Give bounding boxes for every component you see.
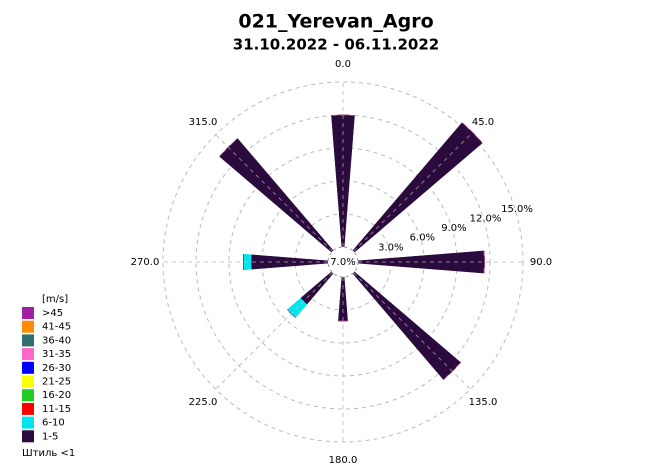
- legend-swatch: [22, 389, 34, 402]
- calm-label: Штиль <1: [22, 448, 75, 459]
- theta-tick-label: 90.0: [530, 257, 552, 268]
- spoke-overlay: [215, 134, 333, 252]
- theta-tick-label: 135.0: [469, 397, 498, 408]
- theta-tick-label: 225.0: [189, 397, 218, 408]
- legend-title: [m/s]: [42, 294, 68, 305]
- theta-tick-label: 180.0: [329, 455, 358, 465]
- spoke-overlay: [215, 272, 333, 390]
- r-tick-label: 15.0%: [501, 204, 533, 215]
- legend-swatch: [22, 320, 34, 333]
- grid-ring: [162, 81, 524, 443]
- chart-title: 021_Yerevan_Agro: [238, 11, 433, 33]
- calm-circle: [327, 246, 359, 278]
- legend-label: 31-35: [42, 349, 71, 360]
- legend-label: 11-15: [42, 404, 71, 415]
- theta-tick-label: 315.0: [189, 117, 218, 128]
- legend-label: 26-30: [42, 363, 71, 374]
- r-tick-label: 9.0%: [441, 223, 466, 234]
- wedge: [461, 122, 483, 144]
- theta-tick-label: 0.0: [335, 59, 351, 70]
- chart-subtitle: 31.10.2022 - 06.11.2022: [233, 36, 439, 54]
- wedge: [287, 309, 296, 318]
- legend-label: 16-20: [42, 390, 71, 401]
- legend-swatch: [22, 361, 34, 374]
- legend-swatch: [22, 402, 34, 415]
- legend-swatch: [22, 348, 34, 361]
- legend-swatch: [22, 375, 34, 388]
- r-tick-label: 6.0%: [410, 233, 435, 244]
- legend-swatch: [22, 430, 34, 443]
- legend-label: 21-25: [42, 377, 71, 388]
- spoke-overlay: [353, 134, 471, 252]
- wedge: [443, 362, 461, 380]
- theta-tick-label: 270.0: [131, 257, 160, 268]
- r-tick-label: 12.0%: [470, 213, 502, 224]
- legend-label: 1-5: [42, 431, 58, 442]
- legend-label: 41-45: [42, 322, 71, 333]
- theta-tick-label: 45.0: [472, 117, 494, 128]
- r-tick-label: 3.0%: [378, 242, 403, 253]
- legend-label: >45: [42, 308, 63, 319]
- legend-label: 6-10: [42, 418, 65, 429]
- legend-swatch: [22, 416, 34, 429]
- spoke-overlay: [353, 272, 471, 390]
- legend-label: 36-40: [42, 335, 71, 346]
- calm-value: 7.0%: [330, 257, 355, 268]
- legend-swatch: [22, 334, 34, 347]
- legend-swatch: [22, 307, 34, 319]
